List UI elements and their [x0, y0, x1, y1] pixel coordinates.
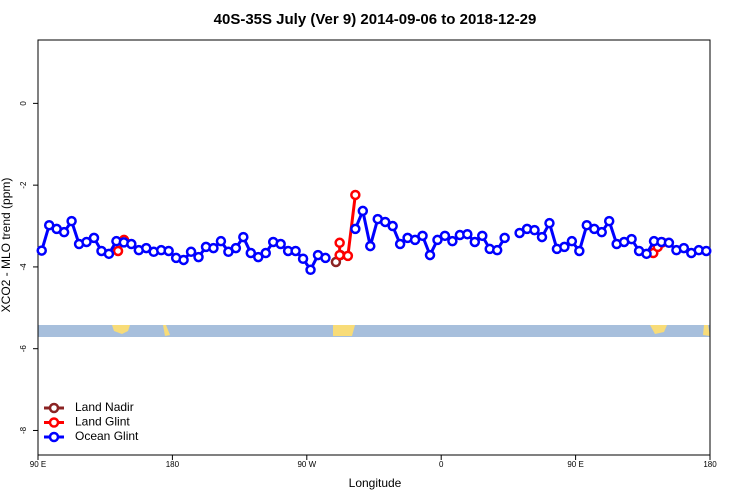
ocean-strip [38, 325, 710, 337]
land-blob [333, 325, 355, 336]
legend-marker [48, 417, 60, 428]
data-point [462, 228, 473, 240]
data-point [193, 251, 204, 263]
land-blob [703, 325, 710, 336]
data-point [424, 249, 436, 261]
data-point [417, 230, 428, 242]
data-point [66, 215, 77, 227]
legend-label: Land Glint [75, 415, 130, 429]
data-point [350, 223, 361, 235]
y-tick-label: 0 [19, 101, 28, 106]
data-point [394, 238, 406, 250]
data-point [603, 215, 615, 227]
data-point [626, 233, 637, 245]
data-point [230, 242, 242, 254]
data-point [544, 217, 555, 229]
x-tick-label: 180 [166, 460, 180, 469]
data-point [208, 242, 219, 254]
x-tick-label: 180 [703, 460, 717, 469]
legend-label: Land Nadir [75, 400, 134, 414]
data-point [178, 254, 189, 266]
data-point [245, 247, 257, 259]
data-point [253, 251, 264, 263]
data-point [215, 235, 227, 247]
data-point [379, 216, 391, 228]
y-axis-label: XCO2 - MLO trend (ppm) [0, 178, 13, 313]
data-point [320, 252, 331, 264]
x-tick-label: 90 W [297, 460, 316, 469]
data-point [163, 245, 174, 257]
x-tick-label: 90 E [567, 460, 583, 469]
data-point [491, 244, 503, 256]
data-point [499, 232, 510, 244]
legend-marker [48, 402, 60, 414]
data-point [432, 234, 443, 246]
data-point [365, 240, 376, 252]
chart-title: 40S-35S July (Ver 9) 2014-09-06 to 2018-… [214, 11, 537, 28]
data-point [260, 247, 271, 259]
data-point [596, 226, 607, 238]
y-tick-label: -4 [19, 263, 28, 271]
data-point [536, 231, 548, 243]
land-blob [650, 325, 667, 334]
data-point [112, 245, 124, 257]
legend-label: Ocean Glint [75, 429, 139, 443]
data-point [447, 235, 458, 247]
data-point [559, 241, 570, 253]
data-point [342, 250, 354, 262]
data-point [238, 231, 249, 243]
data-point [297, 253, 309, 264]
data-point [36, 245, 47, 256]
data-point [566, 235, 578, 247]
data-point [357, 205, 369, 217]
data-point [514, 227, 525, 239]
y-tick-label: -2 [19, 181, 28, 189]
data-point [439, 230, 451, 242]
data-point [409, 234, 421, 246]
data-point [334, 249, 345, 261]
data-point [126, 238, 137, 250]
x-axis-label: Longitude [349, 476, 402, 490]
data-point [469, 236, 481, 248]
data-point [387, 220, 398, 232]
data-point [88, 232, 100, 244]
data-point [275, 238, 286, 250]
data-point [574, 245, 585, 257]
legend-marker [48, 431, 60, 443]
data-point [185, 246, 197, 258]
data-point [477, 230, 488, 242]
data-point [81, 236, 92, 248]
land-blob [163, 325, 170, 336]
data-point [305, 264, 316, 276]
map-strip [38, 325, 710, 337]
data-point [290, 245, 301, 257]
land-blob [112, 325, 130, 334]
data-point [663, 237, 675, 249]
data-point [529, 224, 540, 236]
y-tick-label: -8 [19, 426, 28, 434]
x-tick-label: 0 [439, 460, 444, 469]
data-point [701, 245, 712, 257]
data-point [103, 248, 115, 260]
y-tick-label: -6 [19, 345, 28, 353]
data-point [678, 242, 690, 254]
data-point [350, 189, 361, 201]
data-point [334, 237, 345, 249]
x-tick-label: 90 E [30, 460, 46, 469]
data-point [641, 248, 652, 260]
data-point [58, 226, 70, 238]
